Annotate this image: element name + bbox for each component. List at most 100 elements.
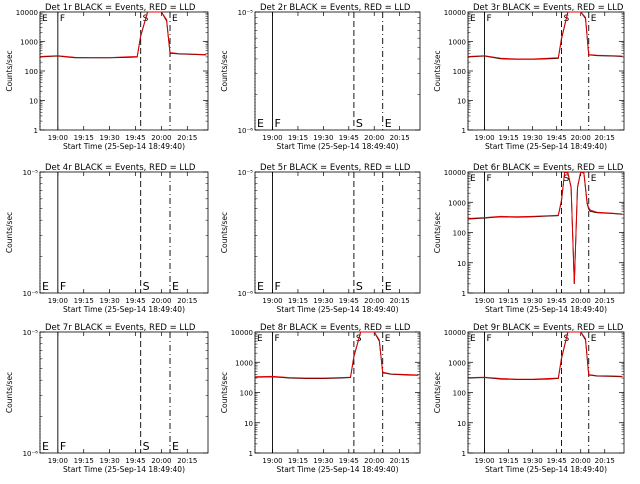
x-tick-label: 20:00	[364, 297, 384, 305]
axes-frame	[468, 332, 624, 453]
marker-label: F	[487, 14, 492, 24]
x-tick-label: 19:30	[313, 297, 333, 305]
y-tick-label: 10000	[16, 9, 38, 17]
panel-det-2: Det 2r BLACK = Events, RED = LLD 19:00 19:…	[220, 3, 420, 151]
y-tick-label: 1	[462, 290, 466, 298]
axes-frame	[255, 332, 420, 453]
events-series-line	[469, 172, 623, 284]
marker-label: E	[257, 334, 263, 344]
marker-label: S	[356, 117, 363, 130]
lld-series-line	[256, 332, 419, 378]
marker-label: F	[275, 334, 280, 344]
x-tick-label: 20:15	[390, 297, 410, 305]
x-tick-label: 19:00	[474, 134, 494, 142]
y-tick-label: 1	[462, 450, 466, 458]
axes-frame	[40, 332, 208, 453]
marker-label: E	[385, 334, 391, 344]
y-tick-label: 100	[240, 390, 253, 398]
panel-det-8: Det 8r BLACK = Events, RED = LLD 19:00 19:…	[220, 323, 420, 474]
marker-label: E	[42, 440, 49, 453]
y-tick-label: 10	[457, 98, 466, 106]
x-tick-label: 19:00	[262, 134, 282, 142]
y-tick-label: 100	[453, 230, 466, 238]
panel-det-6: Det 6r BLACK = Events, RED = LLD19:00 19:…	[433, 163, 624, 314]
y-tick-label: 10000	[231, 329, 253, 337]
panel-title: Det 7r BLACK = Events, RED = LLD	[45, 323, 196, 333]
y-axis-label: Counts/sec	[5, 372, 14, 413]
x-tick-label: 19:45	[339, 134, 359, 142]
marker-label: E	[42, 14, 48, 24]
marker-label: F	[60, 14, 65, 24]
x-tick-label: 19:45	[125, 457, 145, 465]
marker-label: F	[487, 334, 492, 344]
marker-label: E	[385, 117, 392, 130]
axes-frame	[255, 12, 420, 130]
x-tick-label: 19:15	[74, 297, 94, 305]
x-axis-label: Start Time (25-Sep-14 18:49:40)	[485, 142, 607, 151]
panel-title: Det 8r BLACK = Events, RED = LLD	[260, 323, 411, 333]
y-tick-label: 1	[34, 127, 38, 135]
y-tick-label: 10	[29, 98, 38, 106]
x-tick-label: 19:15	[74, 457, 94, 465]
x-tick-label: 19:00	[262, 457, 282, 465]
x-tick-label: 20:15	[177, 457, 197, 465]
panel-title: Det 9r BLACK = Events, RED = LLD	[473, 323, 624, 333]
y-tick-label: 10⁻⁶	[238, 290, 254, 298]
marker-label: E	[172, 14, 178, 24]
y-axis-label: Counts/sec	[433, 212, 442, 253]
y-tick-label: 1000	[448, 199, 466, 207]
y-tick-label: 10⁻⁵	[23, 169, 39, 177]
marker-label: F	[275, 117, 281, 130]
y-tick-label: 10	[457, 260, 466, 268]
y-tick-label: 1	[462, 127, 466, 135]
y-tick-label: 1	[249, 450, 253, 458]
marker-label: E	[257, 117, 264, 130]
x-tick-label: 19:30	[523, 457, 543, 465]
panel-title: Det 1r BLACK = Events, RED = LLD	[45, 3, 196, 13]
x-tick-label: 19:15	[499, 297, 519, 305]
y-axis-label: Counts/sec	[220, 50, 229, 91]
y-tick-label: 1000	[235, 359, 253, 367]
x-tick-label: 19:30	[100, 297, 120, 305]
y-axis-label: Counts/sec	[220, 372, 229, 413]
marker-label: S	[356, 280, 363, 293]
marker-label: E	[470, 334, 476, 344]
x-tick-label: 19:30	[100, 457, 120, 465]
y-tick-label: 10⁻⁶	[23, 290, 39, 298]
y-tick-label: 10⁻⁶	[23, 450, 39, 458]
x-tick-label: 19:00	[474, 457, 494, 465]
marker-label: E	[172, 440, 179, 453]
y-tick-label: 100	[453, 390, 466, 398]
marker-label: S	[143, 440, 150, 453]
axes-frame	[468, 172, 624, 293]
x-tick-label: 19:30	[523, 297, 543, 305]
panel-det-1: Det 1r BLACK = Events, RED = LLD 19:00 19:…	[5, 3, 208, 151]
marker-label: S	[143, 280, 150, 293]
x-tick-label: 20:15	[595, 457, 615, 465]
y-tick-label: 10	[244, 420, 253, 428]
y-tick-label: 10000	[444, 329, 466, 337]
x-tick-label: 20:15	[177, 134, 197, 142]
x-tick-label: 19:30	[313, 457, 333, 465]
marker-label: F	[487, 174, 492, 184]
x-tick-label: 19:15	[74, 134, 94, 142]
x-tick-label: 20:15	[390, 457, 410, 465]
marker-label: E	[470, 174, 476, 184]
x-tick-label: 20:00	[364, 134, 384, 142]
x-tick-label: 19:00	[48, 457, 68, 465]
x-tick-label: 19:45	[339, 297, 359, 305]
x-tick-label: 20:00	[151, 134, 171, 142]
x-tick-label: 19:00	[262, 297, 282, 305]
marker-label: E	[385, 280, 392, 293]
marker-label: E	[42, 280, 49, 293]
x-tick-label: 19:45	[547, 134, 567, 142]
axes-frame	[40, 172, 208, 293]
marker-label: E	[257, 280, 264, 293]
y-tick-label: 10⁻⁶	[238, 127, 254, 135]
x-tick-label: 19:45	[547, 297, 567, 305]
x-axis-label: Start Time (25-Sep-14 18:49:40)	[63, 305, 185, 314]
y-tick-label: 10⁻⁵	[238, 169, 254, 177]
y-tick-label: 10⁻⁵	[238, 9, 254, 17]
